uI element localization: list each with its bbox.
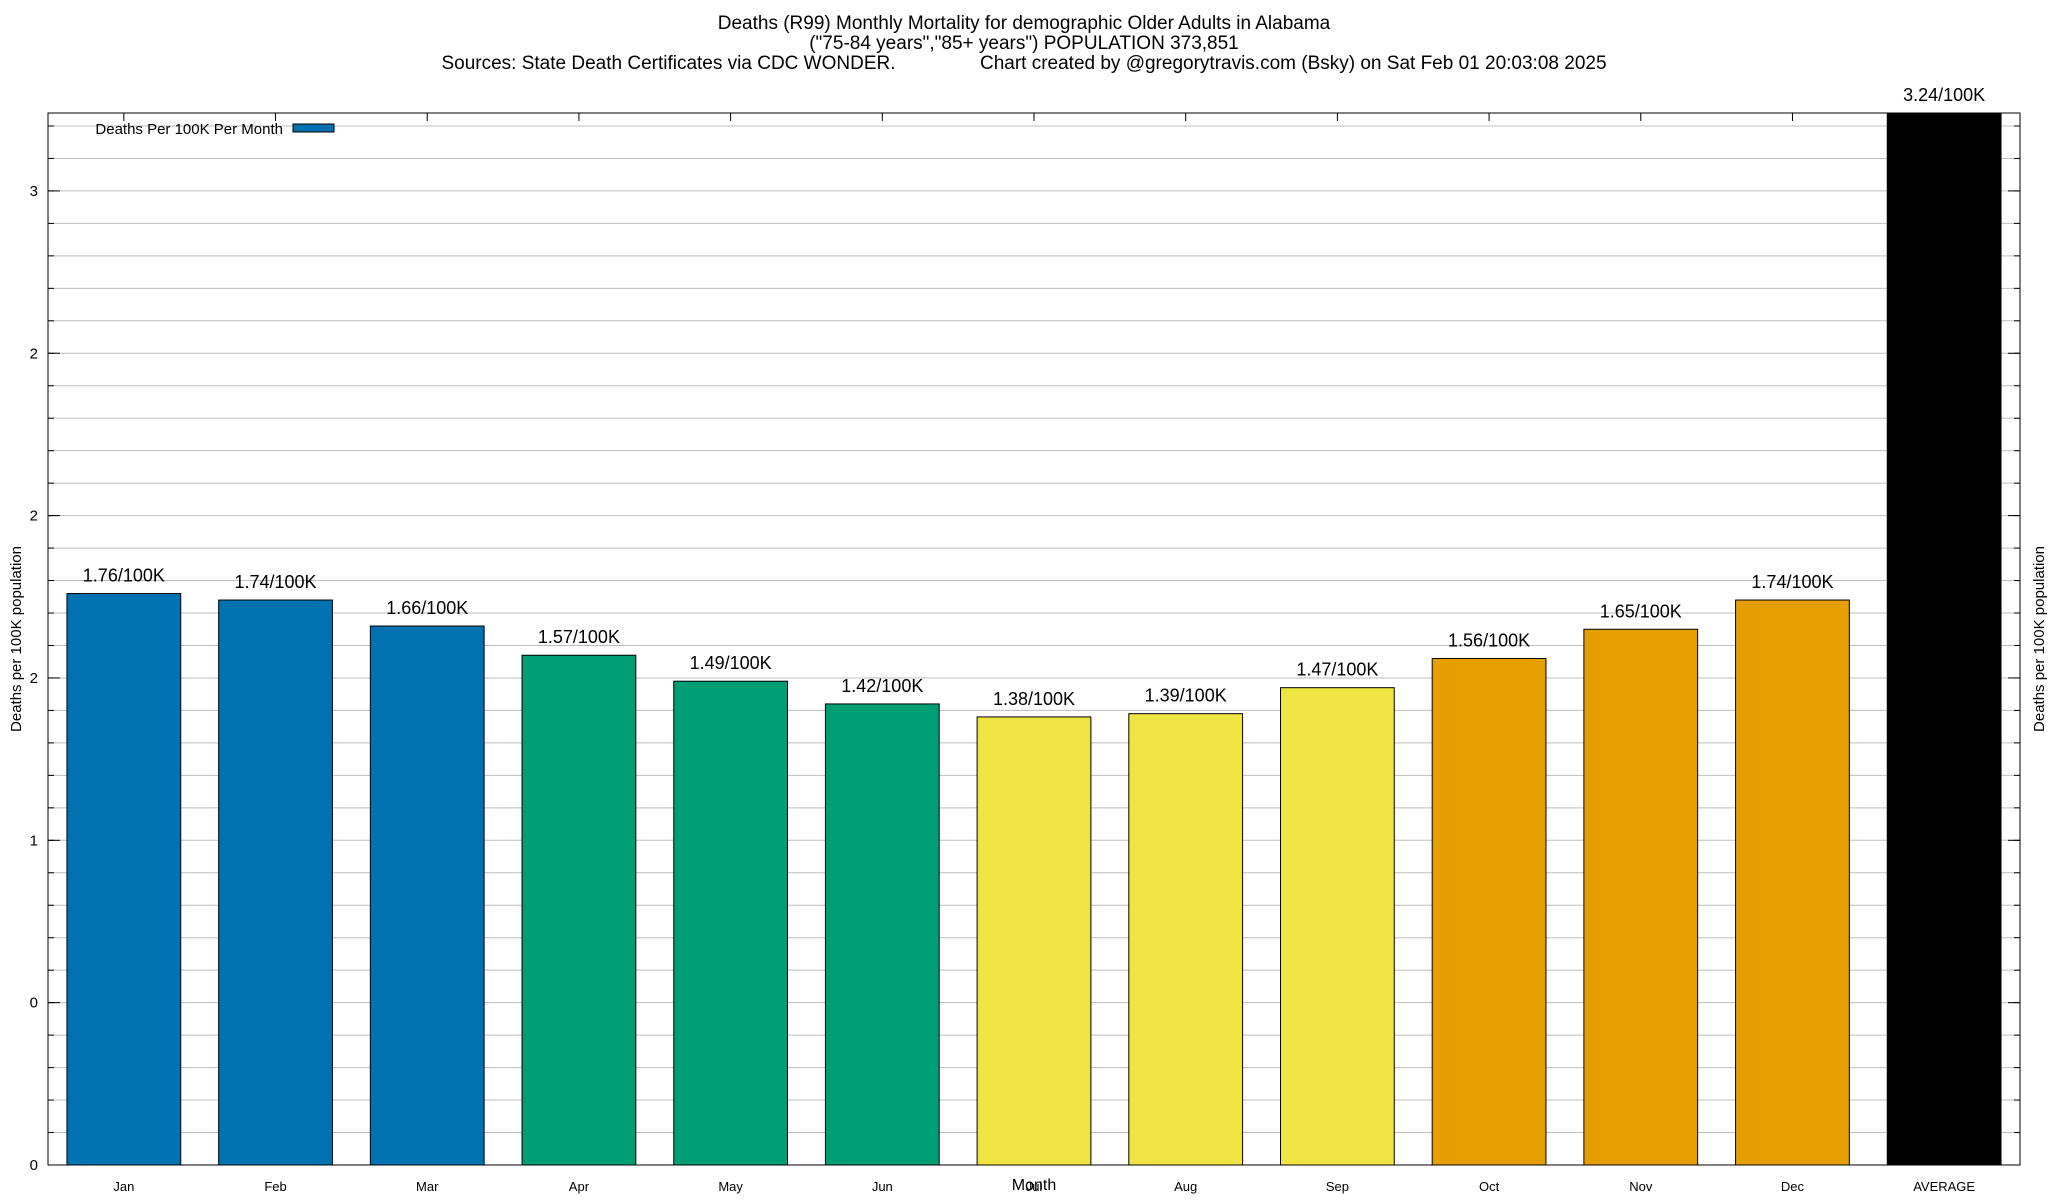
y2-axis-title: Deaths per 100K population xyxy=(2031,546,2048,732)
chart-subtitle: ("75-84 years","85+ years") POPULATION 3… xyxy=(809,33,1239,54)
x-tick-label: Nov xyxy=(1629,1179,1653,1194)
bar xyxy=(673,680,789,1166)
x-tick-label: Sep xyxy=(1326,1179,1349,1194)
y-tick-label: 1 xyxy=(30,832,38,849)
x-tick-label: Aug xyxy=(1174,1179,1197,1194)
x-tick-label: Oct xyxy=(1479,1179,1500,1194)
data-label: 1.49/100K xyxy=(690,653,772,673)
bar xyxy=(824,703,940,1166)
data-label: 3.24/100K xyxy=(1903,85,1985,105)
credit-text: Chart created by @gregorytravis.com (Bsk… xyxy=(979,53,1607,74)
bar xyxy=(1886,112,2002,1166)
bar xyxy=(66,593,182,1166)
x-axis-title: Month xyxy=(1012,1177,1056,1194)
y-tick-label: 2 xyxy=(30,345,38,362)
bar xyxy=(369,625,485,1166)
data-label: 1.74/100K xyxy=(1751,572,1833,592)
y-tick-label: 2 xyxy=(30,670,38,687)
data-label: 1.74/100K xyxy=(234,572,316,592)
data-label: 1.57/100K xyxy=(538,627,620,647)
bar xyxy=(1735,599,1850,1166)
data-label: 1.56/100K xyxy=(1448,630,1530,650)
data-label: 1.42/100K xyxy=(841,676,923,696)
y-tick-label: 0 xyxy=(30,1157,38,1174)
chart-title: Deaths (R99) Monthly Mortality for demog… xyxy=(717,13,1331,34)
sources-text: Sources: State Death Certificates via CD… xyxy=(441,53,896,74)
data-label: 1.65/100K xyxy=(1600,601,1682,621)
x-tick-label: Apr xyxy=(569,1179,590,1194)
legend-swatch xyxy=(292,123,335,133)
plot-frame xyxy=(47,112,2021,1166)
bar xyxy=(1583,628,1699,1166)
bar xyxy=(1431,657,1547,1166)
data-label: 1.76/100K xyxy=(83,566,165,586)
y-tick-label: 3 xyxy=(30,183,38,200)
bar xyxy=(1128,713,1244,1166)
x-tick-label: Mar xyxy=(416,1179,439,1194)
y-axis-title: Deaths per 100K population xyxy=(8,546,25,732)
chart-credits: Sources: State Death Certificates via CD… xyxy=(0,54,2048,74)
x-tick-label: Jul xyxy=(1026,1179,1043,1194)
y-tick-label: 0 xyxy=(30,995,38,1012)
bar xyxy=(1280,687,1395,1166)
x-tick-label: Jan xyxy=(113,1179,134,1194)
bar xyxy=(218,599,333,1166)
y-tick-label: 2 xyxy=(30,508,38,525)
data-label: 1.38/100K xyxy=(993,689,1075,709)
x-tick-label: AVERAGE xyxy=(1913,1179,1975,1194)
data-label: 1.66/100K xyxy=(386,598,468,618)
bar xyxy=(976,716,1092,1166)
x-tick-label: Feb xyxy=(264,1179,286,1194)
chart-title-block: Deaths (R99) Monthly Mortality for demog… xyxy=(0,14,2048,74)
bar xyxy=(521,654,637,1166)
x-tick-label: Dec xyxy=(1781,1179,1805,1194)
x-tick-label: May xyxy=(718,1179,743,1194)
data-label: 1.47/100K xyxy=(1296,660,1378,680)
x-tick-label: Jun xyxy=(872,1179,893,1194)
legend-label: Deaths Per 100K Per Month xyxy=(95,121,283,138)
data-label: 1.39/100K xyxy=(1145,686,1227,706)
